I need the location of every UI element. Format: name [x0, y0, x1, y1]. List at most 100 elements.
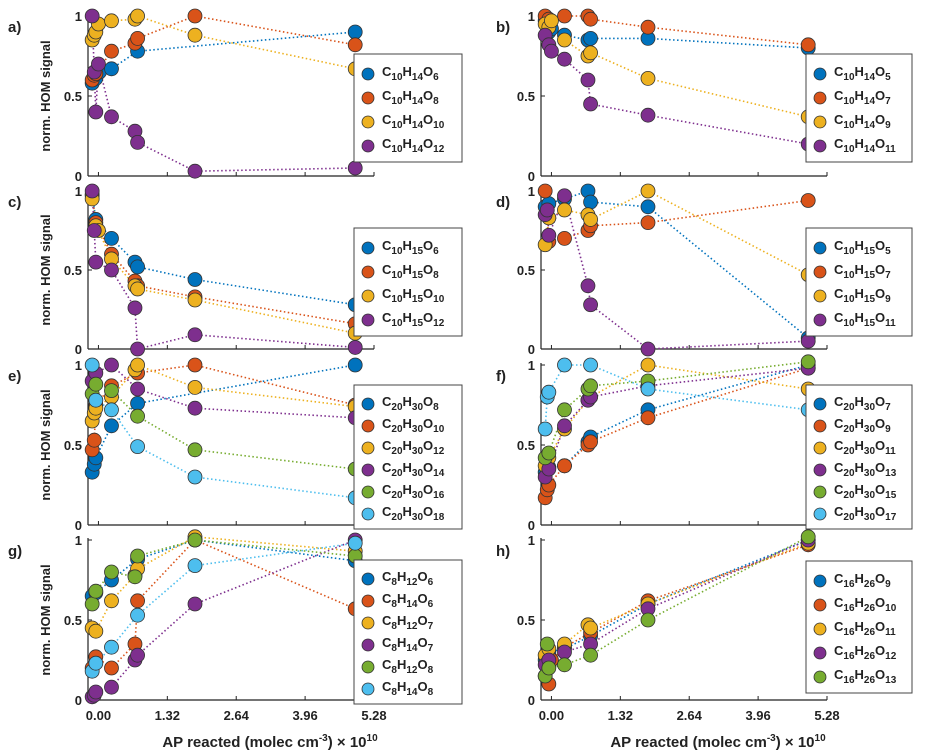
y-tick-label: 0.5	[64, 263, 82, 278]
y-tick-label: 0.5	[517, 89, 535, 104]
data-point	[800, 529, 816, 545]
data-point	[104, 593, 119, 609]
data-point	[541, 445, 557, 461]
data-point	[104, 679, 119, 695]
y-axis-label: norm. HOM signal	[38, 564, 53, 675]
panel-f: 0 0.5 1 f) C20H30O7 C20H30O9 C20H30O11 C20H30O1…	[496, 354, 913, 533]
data-point	[800, 354, 816, 370]
markers-C16H26O10	[537, 537, 816, 692]
legend-marker	[361, 67, 375, 81]
y-tick-label: 1	[75, 9, 82, 24]
data-point	[91, 56, 106, 72]
data-point	[88, 104, 104, 120]
legend-entry: C20H30O11	[834, 438, 896, 457]
data-point	[347, 340, 363, 355]
legend-entry: C16H26O12	[834, 643, 897, 662]
panel-e: 0 0.5 1 e) norm. HOM signal C20H30O8 C20H30O10…	[8, 357, 463, 533]
data-point	[130, 281, 145, 297]
data-point	[557, 418, 572, 434]
markers-C20H30O8	[84, 357, 363, 480]
data-point	[583, 434, 598, 450]
legend-marker	[813, 265, 827, 279]
data-point	[104, 109, 119, 125]
legend-marker	[813, 289, 827, 303]
legend-entry: C10H14O10	[382, 112, 445, 131]
x-tick-label: 3.96	[292, 708, 317, 723]
data-point	[187, 558, 203, 573]
data-point	[347, 37, 363, 53]
data-point	[84, 8, 100, 24]
series-line	[91, 364, 356, 419]
data-point	[187, 292, 203, 308]
legend-marker	[361, 115, 375, 129]
legend-marker	[813, 115, 827, 129]
data-point	[583, 212, 598, 227]
legend-entry: C10H15O12	[382, 310, 445, 329]
legend-marker	[813, 670, 827, 684]
data-point	[88, 655, 104, 671]
data-point	[104, 61, 119, 77]
series-line	[544, 34, 809, 145]
series-line	[91, 539, 356, 698]
legend-entry: C10H14O8	[382, 88, 439, 107]
data-point	[557, 202, 572, 218]
data-point	[640, 357, 656, 373]
panel-label: f)	[496, 368, 506, 385]
data-point	[130, 341, 145, 357]
data-point	[127, 300, 143, 316]
data-point	[557, 357, 572, 373]
data-point	[557, 188, 572, 204]
legend-entry: C10H14O5	[834, 64, 891, 83]
data-point	[640, 410, 656, 426]
legend-entry: C10H15O7	[834, 262, 891, 281]
legend-marker	[813, 463, 827, 477]
legend-entry: C16H26O11	[834, 619, 896, 638]
x-axis-label-left: AP reacted (molec cm-3) × 1010	[162, 733, 378, 751]
markers-C10H14O5	[537, 13, 816, 56]
data-point	[557, 230, 572, 246]
y-tick-label: 0	[528, 518, 535, 533]
data-point	[583, 647, 598, 663]
x-tick-label: 0.00	[86, 708, 111, 723]
x-axis-label-right: AP reacted (molec cm-3) × 1010	[610, 733, 826, 751]
legend-entry: C10H14O7	[834, 88, 891, 107]
y-tick-label: 0	[75, 342, 82, 357]
y-tick-label: 0.5	[64, 438, 82, 453]
legend-marker	[361, 265, 375, 279]
legend: C20H30O8 C20H30O10 C20H30O12 C20H30O14 C20H3…	[353, 384, 463, 530]
series-C10H14O8	[91, 15, 356, 81]
data-point	[84, 357, 100, 373]
data-point	[130, 647, 145, 663]
legend-entry: C20H30O14	[382, 460, 445, 479]
data-point	[130, 607, 145, 623]
x-tick-label: 0.00	[539, 708, 564, 723]
series-C20H30O16	[91, 383, 356, 470]
data-point	[130, 134, 145, 150]
data-point	[104, 402, 119, 418]
data-point	[187, 8, 203, 24]
x-tick-label: 1.32	[155, 708, 180, 723]
data-point	[640, 71, 656, 86]
markers-C20H30O16	[84, 376, 363, 477]
legend-marker	[813, 485, 827, 499]
legend-marker	[361, 241, 375, 255]
legend-entry: C20H30O10	[382, 416, 445, 435]
data-point	[557, 8, 572, 24]
markers-C10H15O7	[537, 183, 816, 249]
data-point	[187, 532, 203, 548]
data-point	[541, 660, 557, 676]
legend-box	[353, 384, 463, 530]
data-point	[347, 535, 363, 551]
data-point	[640, 107, 656, 123]
data-point	[583, 96, 598, 112]
panel-label: c)	[8, 194, 21, 211]
data-point	[130, 548, 145, 564]
legend-entry: C16H26O10	[834, 595, 897, 614]
data-point	[130, 259, 145, 275]
legend-marker	[361, 91, 375, 105]
data-point	[640, 19, 656, 35]
data-point	[583, 45, 598, 61]
legend-marker	[361, 660, 375, 674]
data-point	[130, 439, 145, 455]
